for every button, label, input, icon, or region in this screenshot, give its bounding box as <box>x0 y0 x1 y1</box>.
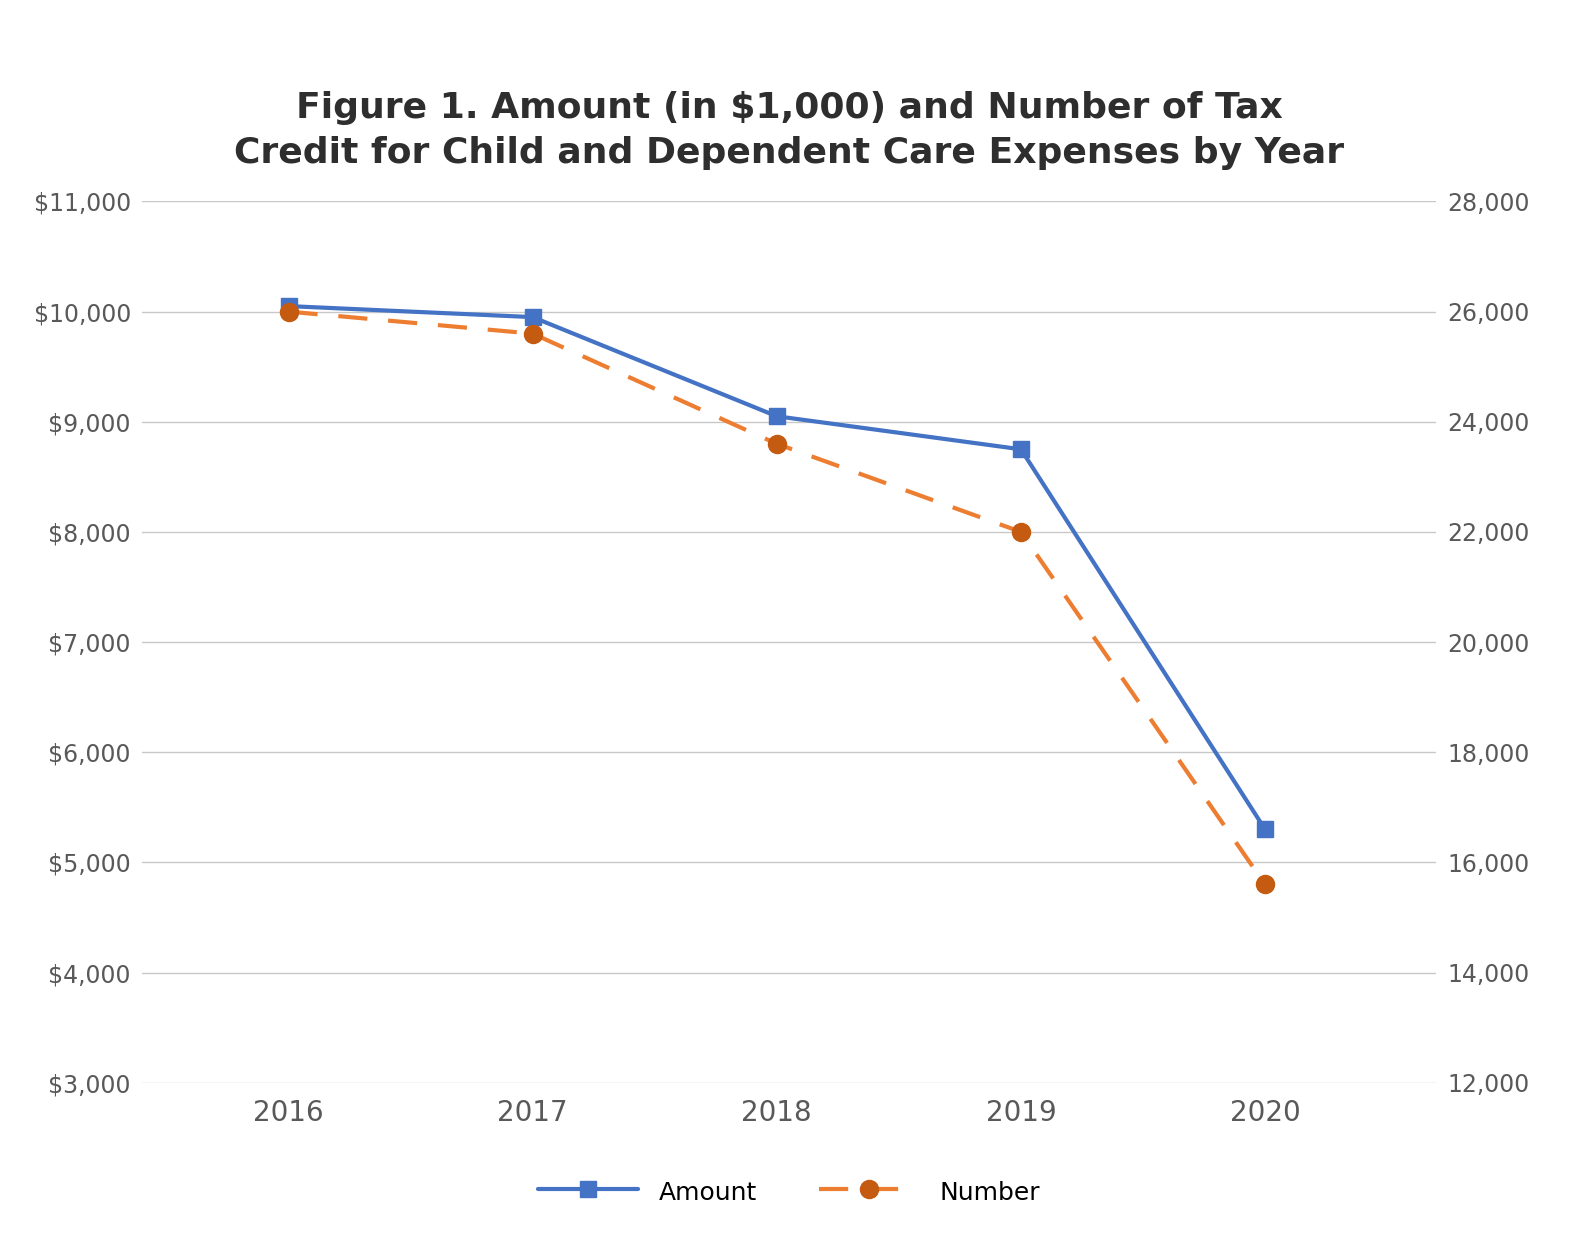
Number <box>279 305 298 320</box>
Amount <box>767 409 786 424</box>
Amount <box>279 298 298 313</box>
Number <box>1256 876 1275 891</box>
Amount <box>1011 442 1030 457</box>
Line: Number: Number <box>279 302 1273 894</box>
Legend: Amount, Number: Amount, Number <box>529 1168 1049 1215</box>
Title: Figure 1. Amount (in $1,000) and Number of Tax
Credit for Child and Dependent Ca: Figure 1. Amount (in $1,000) and Number … <box>234 91 1344 170</box>
Line: Amount: Amount <box>281 298 1273 837</box>
Number <box>524 326 543 341</box>
Number <box>767 436 786 451</box>
Number <box>1011 524 1030 539</box>
Amount <box>1256 822 1275 837</box>
Amount <box>524 310 543 325</box>
